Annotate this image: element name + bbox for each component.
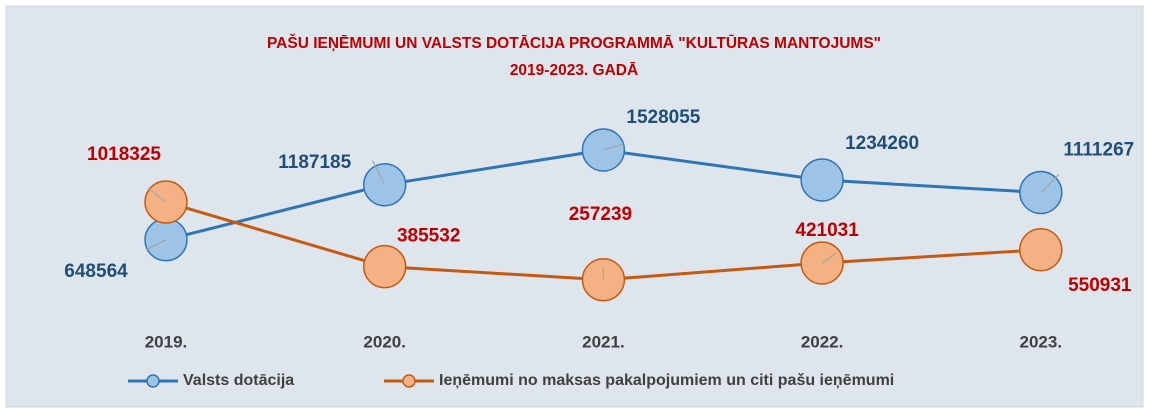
chart-subtitle: 2019-2023. GADĀ (510, 62, 638, 79)
x-tick-label: 2020. (363, 332, 406, 351)
leader-line (147, 187, 167, 203)
data-label: 1018325 (87, 144, 161, 165)
x-tick-label: 2022. (801, 332, 844, 351)
leader-line (1040, 174, 1060, 193)
leader-line (145, 239, 167, 251)
point-marker (362, 244, 407, 289)
data-label: 648564 (64, 261, 128, 282)
legend-label: Valsts dotācija (183, 372, 294, 389)
leader-line (372, 160, 386, 186)
legend-label: Ieņēmumi no maksas pakalpojumiem un citi… (439, 372, 894, 389)
data-label: 550931 (1068, 275, 1132, 296)
point-marker (144, 218, 188, 262)
data-label: 385532 (397, 226, 460, 247)
chart-title: PAŠU IEŅĒMUMI UN VALSTS DOTĀCIJA PROGRAM… (267, 34, 881, 52)
data-label: 421031 (795, 220, 859, 241)
data-label: 1528055 (626, 107, 700, 128)
legend-marker (146, 374, 160, 388)
x-tick-label: 2019. (145, 332, 188, 351)
point-marker (1019, 228, 1063, 272)
chart-background (5, 5, 1144, 408)
point-marker (800, 158, 844, 202)
leader-line (603, 143, 624, 151)
data-label: 257239 (569, 204, 632, 225)
x-tick-label: 2021. (582, 332, 625, 351)
data-label: 1234260 (845, 133, 919, 154)
x-tick-label: 2023. (1020, 332, 1063, 351)
legend-marker (402, 374, 416, 388)
data-label: 1187185 (278, 152, 351, 173)
data-label: 1111267 (1063, 140, 1134, 161)
leader-line (821, 252, 837, 264)
